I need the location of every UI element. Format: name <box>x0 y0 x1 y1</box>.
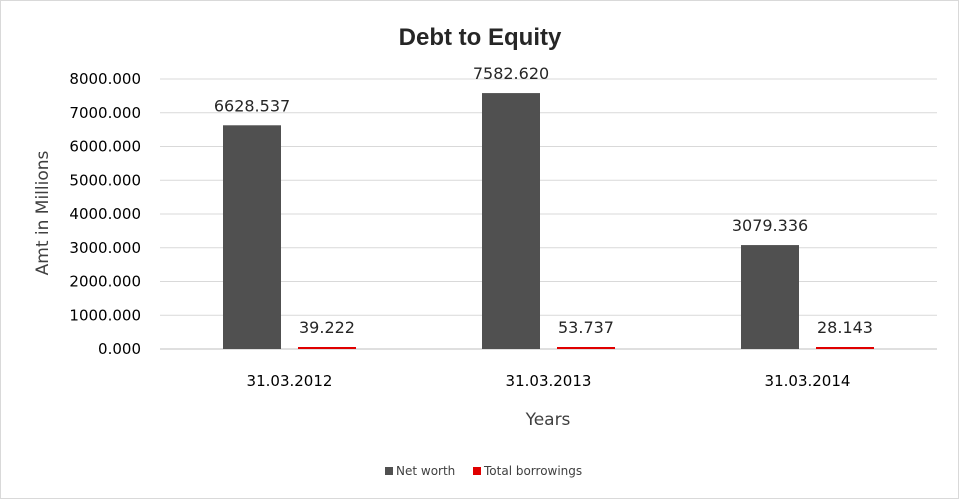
data-label: 3079.336 <box>732 216 808 235</box>
bar-net-worth <box>741 245 799 349</box>
y-tick-label: 2000.000 <box>69 273 141 291</box>
bar-net-worth <box>223 125 281 350</box>
data-label: 39.222 <box>299 318 355 337</box>
gridlines <box>160 78 937 350</box>
y-tick-label: 4000.000 <box>69 205 141 223</box>
y-tick-label: 0.000 <box>98 340 141 358</box>
y-tick-label: 1000.000 <box>69 306 141 324</box>
legend: Net worth Total borrowings <box>385 464 582 478</box>
legend-label: Net worth <box>396 464 455 478</box>
y-tick-label: 3000.000 <box>69 239 141 257</box>
chart-title: Debt to Equity <box>399 24 562 51</box>
y-axis-ticks: 0.000 1000.000 2000.000 3000.000 4000.000 500… <box>69 70 141 358</box>
x-tick-label: 31.03.2014 <box>765 372 851 390</box>
legend-swatch <box>385 467 393 475</box>
data-label: 6628.537 <box>214 96 290 115</box>
x-axis-title: Years <box>525 410 571 430</box>
x-axis-ticks: 31.03.2012 31.03.2013 31.03.2014 <box>247 372 851 390</box>
data-label: 7582.620 <box>473 64 549 83</box>
data-label: 53.737 <box>558 318 614 337</box>
bar-net-worth <box>482 93 540 349</box>
bars <box>223 93 874 350</box>
data-labels: 6628.537 39.222 7582.620 53.737 3079.336 28.1… <box>214 64 873 337</box>
legend-label: Total borrowings <box>483 464 582 478</box>
legend-swatch <box>473 467 481 475</box>
data-label: 28.143 <box>817 318 873 337</box>
bar-total-borrowings <box>298 347 356 349</box>
x-tick-label: 31.03.2012 <box>247 372 333 390</box>
y-axis-title: Amt in Millions <box>33 150 53 275</box>
bar-total-borrowings <box>816 347 874 349</box>
x-tick-label: 31.03.2013 <box>506 372 592 390</box>
y-tick-label: 5000.000 <box>69 171 141 189</box>
y-tick-label: 8000.000 <box>69 70 141 88</box>
y-tick-label: 7000.000 <box>69 104 141 122</box>
bar-total-borrowings <box>557 347 615 349</box>
y-tick-label: 6000.000 <box>69 138 141 156</box>
